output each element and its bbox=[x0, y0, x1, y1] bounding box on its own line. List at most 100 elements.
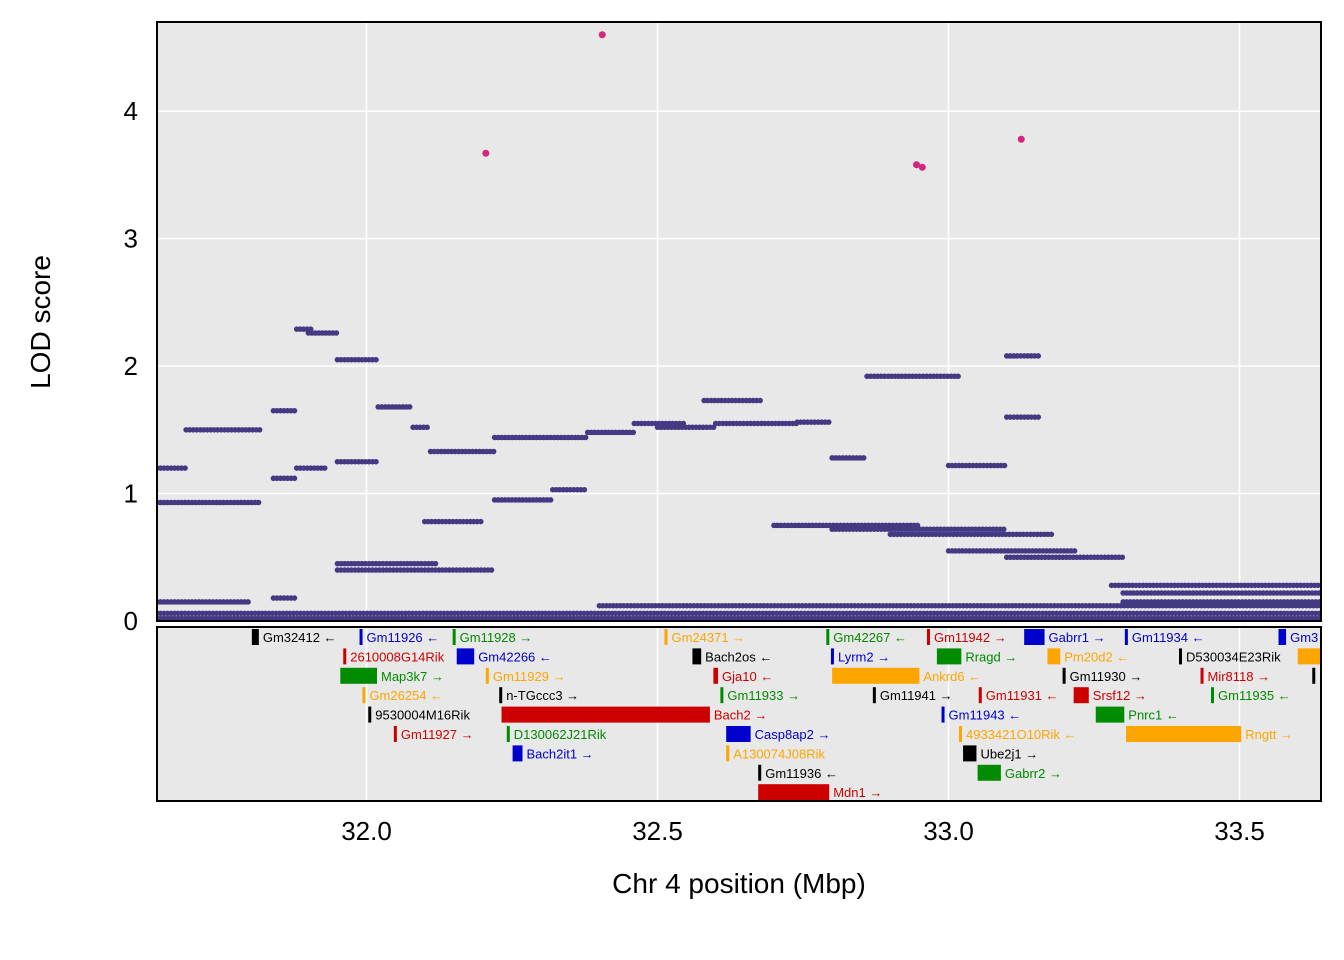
gene-label: Bach2it1 → bbox=[526, 746, 593, 761]
gene-box bbox=[977, 764, 1001, 781]
gene: Gm11928 → bbox=[452, 629, 532, 645]
gene: Gm11931 ← bbox=[978, 687, 1059, 704]
gene-box bbox=[726, 726, 751, 742]
gene: 9530004M16Rik bbox=[368, 706, 470, 723]
top-snp-point bbox=[482, 149, 490, 157]
gene-box bbox=[872, 687, 876, 704]
gene-label: Gm11934 ← bbox=[1132, 630, 1205, 645]
gene: Gm32412 ← bbox=[251, 629, 337, 645]
top-snp-point bbox=[1017, 135, 1025, 143]
plot-frame bbox=[156, 21, 1322, 622]
gene: Gm11933 → bbox=[720, 687, 800, 704]
gene-box bbox=[664, 629, 668, 645]
gene-box bbox=[1062, 667, 1066, 684]
gene-box bbox=[1095, 706, 1125, 723]
gene-box bbox=[251, 629, 259, 645]
gene: Gm11941 → bbox=[872, 687, 953, 704]
gene-label: Gm11942 → bbox=[934, 630, 1007, 645]
gene-label: n-TGccc3 → bbox=[506, 688, 579, 703]
gene-box bbox=[726, 745, 730, 762]
lod-points bbox=[157, 31, 1321, 621]
gene: Bach2it1 → bbox=[512, 745, 594, 762]
gene-label: Gm11935 ← bbox=[1218, 688, 1291, 703]
gene: Bach2os ← bbox=[692, 648, 772, 665]
gene-label: Gm24371 → bbox=[672, 630, 746, 645]
gene: Ube2j1 → bbox=[963, 745, 1038, 762]
gene-label: Map3k7 → bbox=[381, 669, 444, 684]
gene-box bbox=[1312, 667, 1316, 684]
gene-label: 9530004M16Rik bbox=[375, 708, 470, 723]
gene: Gm11936 ← bbox=[758, 764, 838, 781]
gene-box bbox=[368, 706, 372, 723]
gene-box bbox=[1200, 667, 1204, 684]
gene: Gm11930 → bbox=[1062, 667, 1142, 684]
gene: Ankrd6 ← bbox=[832, 667, 981, 684]
gene: n-TGccc3 → bbox=[499, 687, 579, 704]
gene-frame bbox=[156, 626, 1322, 802]
gene-box bbox=[456, 648, 475, 665]
gene: Gm11943 ← bbox=[941, 706, 1021, 723]
gene: Gm26254 ← bbox=[362, 687, 443, 704]
x-tick-label: 33.0 bbox=[923, 816, 974, 846]
y-tick-label: 4 bbox=[124, 96, 138, 126]
gene: Gm42266 ← bbox=[456, 648, 552, 665]
gene: Map3k7 → bbox=[340, 667, 444, 684]
x-axis-ticks: 32.0 32.5 33.0 33.5 bbox=[341, 816, 1265, 846]
gene-label: Gja10 ← bbox=[722, 669, 773, 684]
gene-box bbox=[1024, 629, 1045, 645]
y-tick-label: 1 bbox=[124, 479, 138, 509]
gene: D530034E23Rik bbox=[1178, 648, 1281, 665]
gene: Mdn1 → bbox=[758, 784, 882, 801]
gene-label: Gm42267 ← bbox=[833, 630, 907, 645]
x-axis-title: Chr 4 position (Mbp) bbox=[612, 868, 866, 899]
gene-box bbox=[393, 726, 397, 742]
gene-box bbox=[963, 745, 977, 762]
gene bbox=[1312, 667, 1316, 684]
gene: A130074J08Rik bbox=[726, 745, 825, 762]
gene-box bbox=[1073, 687, 1089, 704]
plot-panel bbox=[157, 22, 1321, 621]
gene-box bbox=[758, 784, 830, 801]
gene-label: Srsf12 → bbox=[1093, 688, 1147, 703]
gene: Gabrr1 → bbox=[1024, 629, 1106, 645]
gene: Mir8118 → bbox=[1200, 667, 1270, 684]
gene-box bbox=[1278, 629, 1287, 645]
gene: 2610008G14Rik bbox=[343, 648, 445, 665]
x-tick-label: 32.5 bbox=[632, 816, 683, 846]
gene-box bbox=[362, 687, 366, 704]
gene-label: Pm20d2 ← bbox=[1064, 649, 1129, 664]
gene-label: Gm3 bbox=[1290, 630, 1318, 645]
y-tick-label: 0 bbox=[124, 606, 138, 636]
gene bbox=[1297, 648, 1321, 665]
gene: Gm42267 ← bbox=[826, 629, 907, 645]
gene-box bbox=[958, 726, 962, 742]
top-snp-point bbox=[598, 31, 606, 39]
gene-box bbox=[926, 629, 930, 645]
y-axis-title: LOD score bbox=[25, 255, 56, 389]
gene-box bbox=[359, 629, 363, 645]
gene-box bbox=[501, 706, 710, 723]
gene-label: Gm32412 ← bbox=[263, 630, 337, 645]
gene-label: A130074J08Rik bbox=[733, 746, 825, 761]
gene: Gm24371 → bbox=[664, 629, 746, 645]
gene: Pnrc1 ← bbox=[1095, 706, 1179, 723]
top-snp-point bbox=[918, 163, 926, 171]
gene: Gm11934 ← bbox=[1124, 629, 1205, 645]
gene-label: Gm11931 ← bbox=[986, 688, 1059, 703]
gene-box bbox=[758, 764, 762, 781]
gene: Gm11926 ← bbox=[359, 629, 440, 645]
gene-label: Lyrm2 → bbox=[838, 649, 890, 664]
gene-box bbox=[720, 687, 724, 704]
gene: Gabrr2 → bbox=[977, 764, 1062, 781]
gene-box bbox=[1178, 648, 1182, 665]
gene-label: Gm11926 ← bbox=[367, 630, 440, 645]
gene-label: D130062J21Rik bbox=[514, 727, 607, 742]
gene-label: Gabrr1 → bbox=[1049, 630, 1106, 645]
gene-label: Rragd → bbox=[965, 649, 1017, 664]
gene-box bbox=[343, 648, 347, 665]
gene: Casp8ap2 → bbox=[726, 726, 831, 742]
gene: Bach2 → bbox=[501, 706, 767, 723]
gene: Pm20d2 ← bbox=[1047, 648, 1129, 665]
gene-box bbox=[499, 687, 503, 704]
